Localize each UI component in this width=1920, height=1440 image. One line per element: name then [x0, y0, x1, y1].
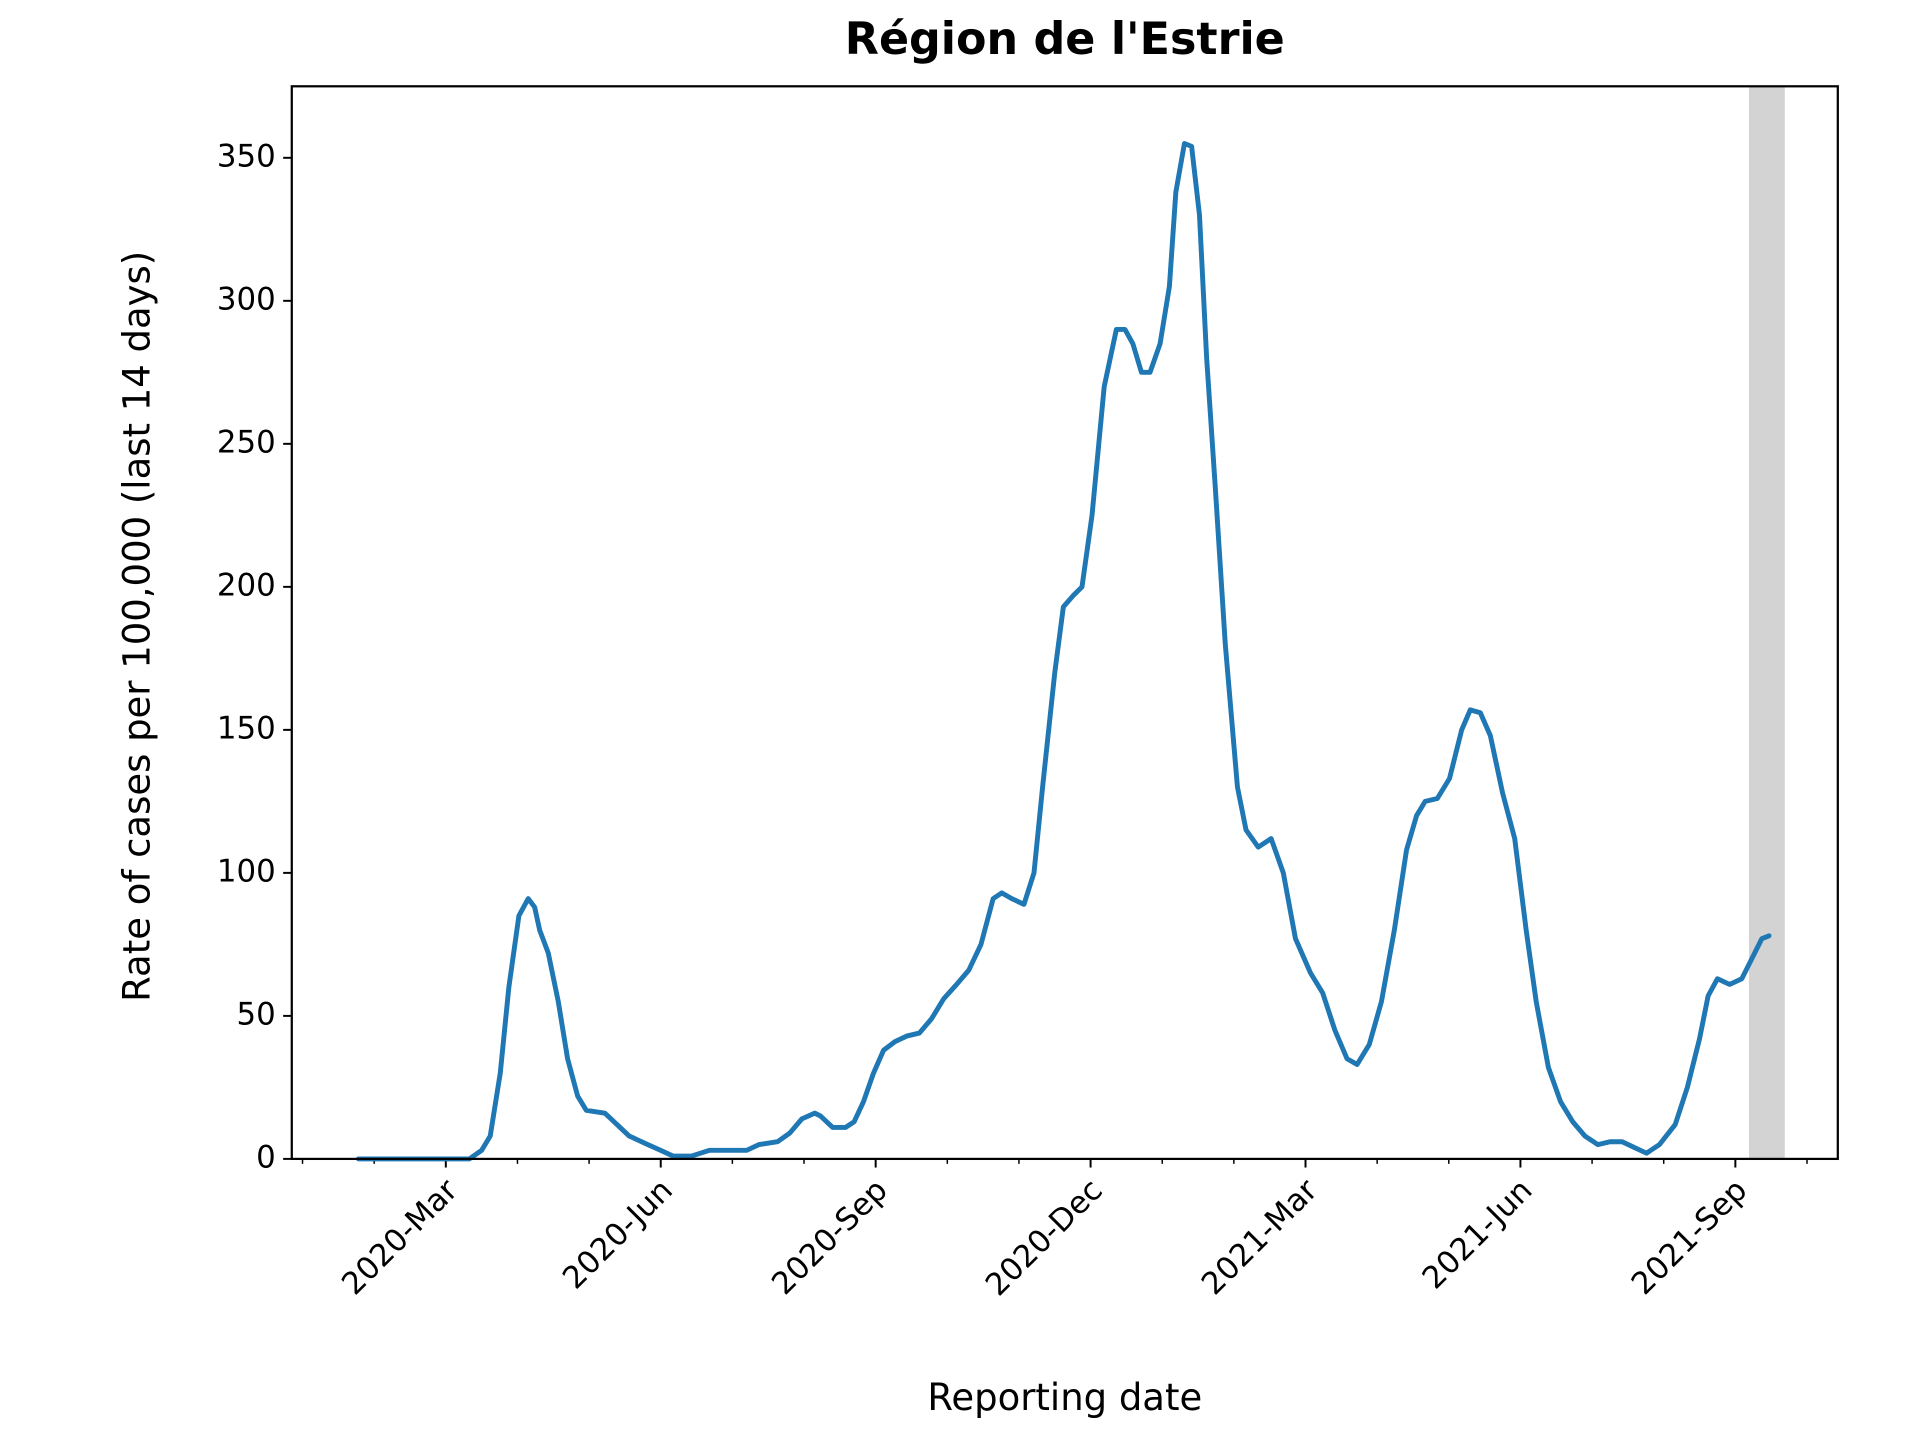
x-tick-label: 2020-Sep — [765, 1172, 895, 1302]
y-tick-label: 250 — [217, 424, 276, 460]
y-tick-label: 0 — [256, 1139, 276, 1175]
x-tick-label: 2020-Jun — [556, 1172, 680, 1296]
plot-frame — [290, 85, 1839, 1161]
y-tick-label: 200 — [217, 567, 276, 603]
chart-title: Région de l'Estrie — [845, 14, 1285, 65]
x-tick-label: 2020-Dec — [979, 1172, 1110, 1303]
y-tick-label: 350 — [217, 138, 276, 174]
shaded-span — [1748, 86, 1785, 1159]
y-tick-label: 50 — [237, 996, 276, 1032]
x-axis-label: Reporting date — [927, 1376, 1202, 1419]
y-axis-label: Rate of cases per 100,000 (last 14 days) — [115, 251, 158, 1002]
y-tick-label: 300 — [217, 281, 276, 317]
y-tick-label: 100 — [217, 853, 276, 889]
x-tick-label: 2021-Mar — [1195, 1172, 1325, 1302]
x-tick-label: 2020-Mar — [335, 1172, 465, 1302]
x-tick-label: 2021-Jun — [1415, 1172, 1539, 1296]
y-tick-label: 150 — [217, 710, 276, 746]
x-tick-label: 2021-Sep — [1625, 1172, 1755, 1302]
data-line — [355, 141, 1772, 1162]
